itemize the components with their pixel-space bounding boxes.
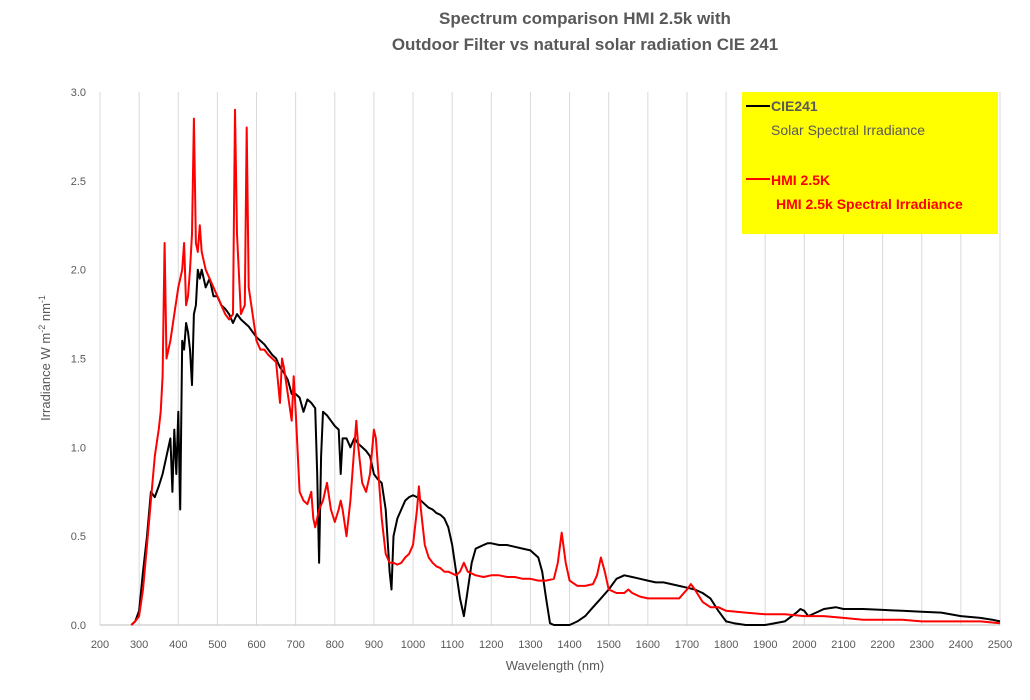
y-tick-label: 2.5 [71,176,86,188]
y-tick-label: 1.5 [71,354,86,366]
x-tick-label: 1400 [557,639,581,651]
series-line-hmi-2-5k [130,108,1001,626]
x-tick-label: 700 [286,639,304,651]
x-tick-label: 300 [130,639,148,651]
x-axis-label: Wavelength (nm) [506,658,605,673]
legend: CIE241 Solar Spectral Irradiance HMI 2.5… [742,92,998,234]
x-tick-label: 1900 [753,639,777,651]
x-tick-label: 2100 [831,639,855,651]
chart-title-line-2: Outdoor Filter vs natural solar radiatio… [392,35,778,54]
x-tick-label: 1000 [401,639,425,651]
x-tick-label: 800 [326,639,344,651]
legend-desc-cie241: Solar Spectral Irradiance [771,122,925,138]
legend-label-cie241: CIE241 [771,98,818,114]
x-tick-label: 1800 [714,639,738,651]
legend-label-hmi: HMI 2.5K [771,172,830,188]
grid-lines [99,92,1001,625]
x-tick-label: 2200 [870,639,894,651]
x-tick-label: 2400 [949,639,973,651]
y-tick-label: 0.0 [71,620,86,632]
y-tick-label: 2.0 [71,265,86,277]
x-tick-label: 1700 [675,639,699,651]
x-tick-label: 1500 [596,639,620,651]
y-tick-label: 3.0 [71,87,86,99]
y-axis-tick-labels: 0.0 0.5 1.0 1.5 2.0 2.5 3.0 [71,87,86,632]
x-tick-label: 1200 [479,639,503,651]
x-axis-tick-labels: 200 300 400 500 600 700 800 900 1000 1100 1200 1300… [91,639,1012,651]
x-tick-label: 2300 [909,639,933,651]
x-tick-label: 900 [365,639,383,651]
legend-background [742,92,998,234]
x-tick-label: 200 [91,639,109,651]
x-tick-label: 1100 [440,639,464,651]
x-tick-label: 1600 [636,639,660,651]
series-lines [130,108,1001,626]
x-tick-label: 500 [208,639,226,651]
x-tick-label: 600 [247,639,265,651]
x-tick-label: 1300 [518,639,542,651]
y-axis-label: Irradiance W m-2 nm-1 [37,295,53,421]
x-tick-label: 400 [169,639,187,651]
series-line-cie241 [130,268,1001,626]
chart-title-line-1: Spectrum comparison HMI 2.5k with [439,9,731,28]
y-tick-label: 1.0 [71,442,86,454]
x-tick-label: 2500 [988,639,1012,651]
x-tick-label: 2000 [792,639,816,651]
legend-desc-hmi: HMI 2.5k Spectral Irradiance [776,196,963,212]
y-tick-label: 0.5 [71,531,86,543]
